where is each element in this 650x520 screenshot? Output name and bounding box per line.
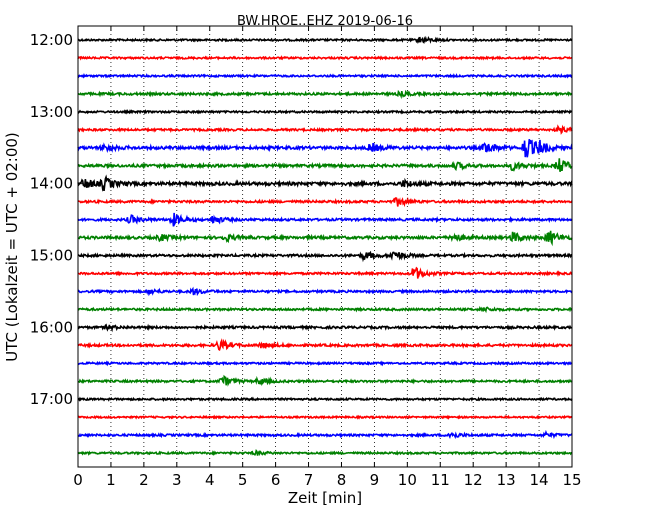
trace-line (77, 323, 573, 333)
trace-line (77, 89, 573, 100)
trace-line (77, 266, 573, 279)
x-tick-label: 15 (562, 471, 581, 489)
y-tick-label: 13:00 (30, 103, 73, 121)
x-tick-label: 10 (398, 471, 417, 489)
trace-line (77, 73, 573, 79)
x-tick-label: 6 (271, 471, 281, 489)
trace-line (77, 108, 573, 115)
x-tick-label: 13 (497, 471, 516, 489)
trace-line (77, 286, 573, 297)
trace-line (77, 374, 573, 387)
trace-line (77, 196, 573, 208)
grid-lines (110, 26, 540, 467)
trace-line (77, 55, 573, 61)
x-tick-label: 4 (205, 471, 215, 489)
y-axis-label: UTC (Lokalzeit = UTC + 02:00) (3, 132, 21, 362)
trace-line (77, 305, 573, 314)
chart-title: BW.HROE..EHZ 2019-06-16 (237, 14, 413, 29)
trace-line (77, 429, 573, 440)
y-tick-label: 16:00 (30, 318, 73, 336)
trace-line (77, 449, 573, 457)
y-tick-label: 15:00 (30, 247, 73, 265)
x-tick-label: 1 (106, 471, 116, 489)
trace-line (77, 35, 573, 44)
x-tick-label: 8 (337, 471, 347, 489)
x-tick-label: 0 (73, 471, 83, 489)
plot-frame (77, 25, 573, 468)
trace-line (77, 338, 573, 352)
y-tick-label: 17:00 (30, 390, 73, 408)
x-tick-label: 5 (238, 471, 248, 489)
y-axis: 12:00 13:00 14:00 15:00 16:00 17:00 (30, 31, 572, 408)
trace-line (77, 230, 573, 247)
x-tick-label: 2 (139, 471, 149, 489)
trace-line (77, 360, 573, 367)
x-tick-label: 14 (530, 471, 549, 489)
x-tick-label: 12 (464, 471, 483, 489)
trace-line (77, 396, 573, 402)
trace-line (77, 174, 573, 192)
trace-line (77, 212, 573, 227)
x-tick-label: 11 (431, 471, 450, 489)
trace-line (77, 250, 573, 263)
trace-line (77, 158, 573, 172)
y-tick-label: 12:00 (30, 31, 73, 49)
x-tick-label: 3 (172, 471, 182, 489)
y-tick-label: 14:00 (30, 175, 73, 193)
x-axis: 0 1 2 3 4 5 6 7 8 9 10 11 12 13 14 15 (73, 26, 582, 489)
x-tick-label: 7 (304, 471, 314, 489)
trace-group (77, 35, 573, 457)
x-tick-label: 9 (370, 471, 380, 489)
trace-line (77, 139, 573, 158)
trace-line (77, 124, 573, 135)
x-axis-label: Zeit [min] (288, 489, 362, 507)
trace-line (77, 414, 573, 420)
